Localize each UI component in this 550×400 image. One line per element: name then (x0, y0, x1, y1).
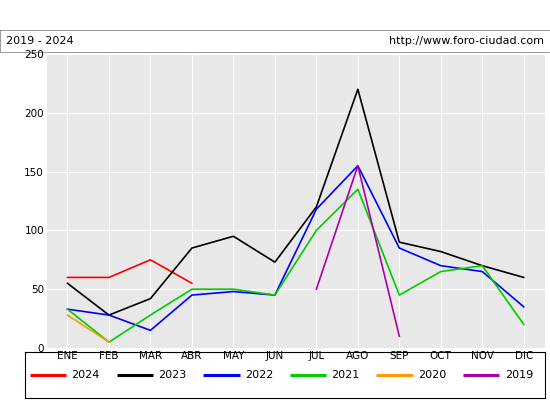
Text: 2019 - 2024: 2019 - 2024 (6, 36, 73, 46)
Text: http://www.foro-ciudad.com: http://www.foro-ciudad.com (389, 36, 544, 46)
Text: 2019: 2019 (505, 370, 533, 380)
Text: 2022: 2022 (245, 370, 273, 380)
Text: 2021: 2021 (332, 370, 360, 380)
Text: 2020: 2020 (418, 370, 446, 380)
Text: Evolucion Nº Turistas Extranjeros en el municipio de Quintanar de la Sierra: Evolucion Nº Turistas Extranjeros en el … (15, 8, 535, 22)
Text: 2023: 2023 (158, 370, 186, 380)
Text: 2024: 2024 (72, 370, 100, 380)
